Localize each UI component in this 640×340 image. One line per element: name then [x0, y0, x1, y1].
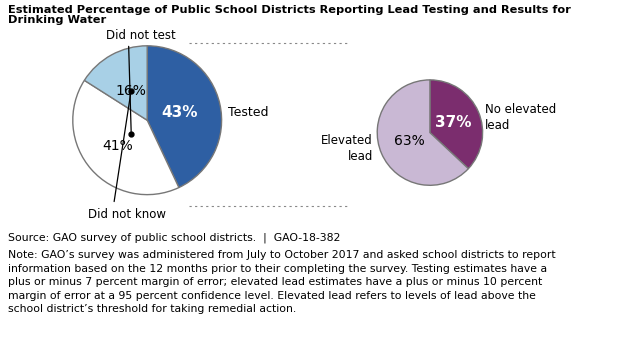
- Wedge shape: [147, 46, 221, 188]
- Wedge shape: [73, 80, 179, 194]
- Wedge shape: [377, 80, 468, 185]
- Text: Did not test: Did not test: [106, 29, 176, 42]
- Text: Note: GAO’s survey was administered from July to October 2017 and asked school d: Note: GAO’s survey was administered from…: [8, 250, 556, 314]
- Text: 63%: 63%: [394, 134, 425, 148]
- Text: Did not know: Did not know: [88, 208, 166, 221]
- Text: 37%: 37%: [435, 115, 472, 130]
- Text: Source: GAO survey of public school districts.  |  GAO-18-382: Source: GAO survey of public school dist…: [8, 233, 340, 243]
- Text: Drinking Water: Drinking Water: [8, 15, 106, 25]
- Text: 16%: 16%: [116, 84, 147, 98]
- Text: No elevated
lead: No elevated lead: [485, 103, 557, 132]
- Text: Tested: Tested: [228, 106, 268, 119]
- Wedge shape: [430, 80, 483, 169]
- Text: 41%: 41%: [103, 139, 134, 153]
- Text: 43%: 43%: [162, 105, 198, 120]
- Text: Elevated
lead: Elevated lead: [321, 134, 373, 163]
- Wedge shape: [84, 46, 147, 120]
- Text: Estimated Percentage of Public School Districts Reporting Lead Testing and Resul: Estimated Percentage of Public School Di…: [8, 5, 570, 15]
